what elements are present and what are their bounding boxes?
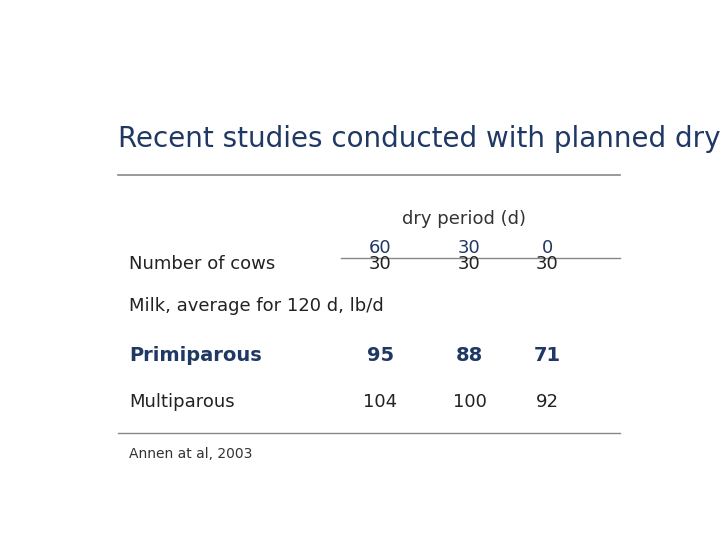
Text: Multiparous: Multiparous <box>129 393 235 410</box>
Text: 88: 88 <box>456 346 483 366</box>
Text: 30: 30 <box>369 255 392 273</box>
Text: 92: 92 <box>536 393 559 410</box>
Text: 100: 100 <box>452 393 487 410</box>
Text: 30: 30 <box>458 239 481 256</box>
Text: Recent studies conducted with planned dry periods: Recent studies conducted with planned dr… <box>118 125 720 153</box>
Text: 30: 30 <box>458 255 481 273</box>
Text: 104: 104 <box>363 393 397 410</box>
Text: 71: 71 <box>534 346 561 366</box>
Text: 0: 0 <box>542 239 553 256</box>
Text: Milk, average for 120 d, lb/d: Milk, average for 120 d, lb/d <box>129 297 384 315</box>
Text: Annen at al, 2003: Annen at al, 2003 <box>129 447 253 461</box>
Text: Primiparous: Primiparous <box>129 346 262 366</box>
Text: Number of cows: Number of cows <box>129 255 275 273</box>
Text: 95: 95 <box>366 346 394 366</box>
Text: 30: 30 <box>536 255 559 273</box>
Text: 60: 60 <box>369 239 392 256</box>
Text: dry period (d): dry period (d) <box>402 210 526 228</box>
